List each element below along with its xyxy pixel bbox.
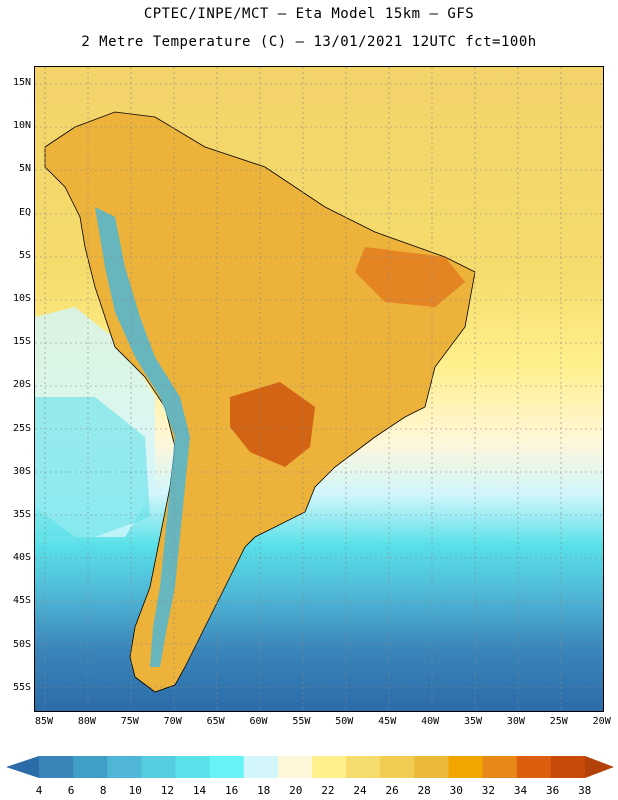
colorbar-value-label: 20	[289, 784, 303, 797]
colorbar-value-label: 4	[35, 784, 43, 797]
lon-label: 65W	[206, 716, 225, 727]
colorbar-low-arrow	[6, 756, 39, 778]
lat-label: 45S	[12, 595, 31, 607]
lat-gridlines	[35, 83, 603, 688]
colorbar-swatch	[209, 756, 245, 778]
temperature-map	[34, 66, 604, 712]
lat-label: 50S	[12, 638, 31, 650]
colorbar-value-label: 26	[385, 784, 399, 797]
colorbar-value-label: 18	[257, 784, 271, 797]
chart-title-model: CPTEC/INPE/MCT – Eta Model 15km – GFS	[143, 6, 475, 22]
colorbar-value-label: 8	[99, 784, 107, 797]
lat-label: 25S	[12, 422, 31, 434]
colorbar-swatch	[414, 756, 449, 778]
lon-label: 85W	[34, 716, 54, 727]
colorbar-swatch	[243, 756, 279, 778]
colorbar-value-label: 16	[224, 784, 239, 797]
lon-label: 20W	[592, 716, 611, 727]
lat-label: 20S	[12, 379, 31, 391]
lon-label: 35W	[463, 716, 483, 727]
colorbar-high-arrow	[585, 756, 614, 778]
colorbar-swatch	[550, 756, 586, 778]
hot-region-paraguay	[230, 382, 315, 467]
lon-label: 50W	[335, 716, 354, 727]
lat-label: 35S	[12, 509, 31, 520]
colorbar-swatch	[380, 756, 415, 778]
pacific-cool-core	[35, 397, 150, 537]
colorbar-value-label: 38	[578, 784, 592, 797]
colorbar-value-label: 32	[481, 784, 496, 797]
lat-label: 10N	[12, 120, 31, 132]
colorbar-value-label: 22	[321, 784, 335, 797]
colorbar-value-label: 24	[353, 784, 367, 797]
colorbar-swatch	[73, 756, 108, 778]
lat-label: 5S	[18, 249, 31, 261]
colorbar-swatch	[107, 756, 142, 778]
lon-label: 60W	[249, 716, 268, 727]
colorbar-swatch	[312, 756, 347, 778]
lat-label: 15N	[12, 77, 31, 88]
lon-label: 55W	[292, 716, 311, 727]
lon-label: 30W	[506, 716, 525, 727]
lat-label: EQ	[18, 206, 31, 218]
colorbar-value-label: 14	[192, 784, 207, 797]
colorbar-value-label: 12	[160, 784, 175, 797]
colorbar-value-label: 30	[449, 784, 463, 797]
colorbar-swatch	[448, 756, 484, 778]
colorbar-value-label: 36	[545, 784, 560, 797]
lon-label: 45W	[378, 716, 397, 727]
lon-label: 80W	[77, 716, 96, 727]
colorbar-swatch	[141, 756, 176, 778]
colorbar-swatch	[277, 756, 313, 778]
lat-label: 10S	[12, 293, 31, 304]
colorbar-value-label: 6	[67, 784, 75, 797]
colorbar-swatch	[516, 756, 552, 778]
colorbar-swatch	[175, 756, 211, 778]
colorbar-swatch	[39, 756, 74, 778]
lat-label: 5N	[18, 163, 31, 175]
colorbar-swatch	[482, 756, 518, 778]
lon-label: 75W	[120, 716, 139, 727]
lat-label: 55S	[12, 681, 31, 693]
lat-label: 15S	[12, 336, 31, 348]
hot-region-northeast	[355, 247, 465, 307]
colorbar-value-label: 28	[417, 784, 431, 797]
colorbar-value-label: 34	[513, 784, 528, 797]
lat-label: 30S	[12, 465, 31, 477]
colorbar-value-label: 10	[128, 784, 142, 797]
lat-label: 40S	[12, 552, 31, 564]
lon-label: 25W	[549, 716, 568, 727]
lon-label: 70W	[163, 716, 182, 727]
andes-cold-band	[95, 207, 190, 667]
map-canvas	[35, 67, 603, 711]
colorbar-swatch	[346, 756, 381, 778]
colorbar	[6, 756, 614, 778]
chart-title-variable: 2 Metre Temperature (C) – 13/01/2021 12U…	[81, 34, 537, 50]
lon-label: 40W	[421, 716, 440, 727]
